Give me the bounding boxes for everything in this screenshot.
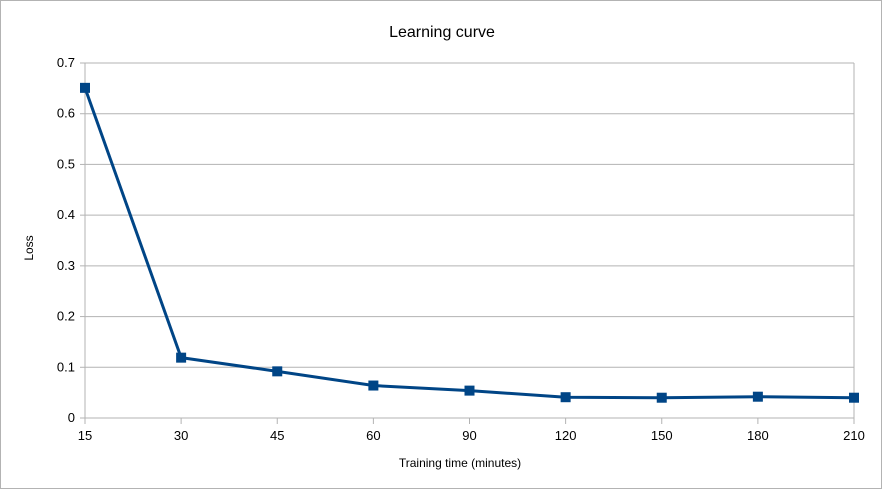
- x-tick-label: 45: [270, 428, 284, 443]
- x-tick-label: 150: [651, 428, 673, 443]
- data-point-marker: [849, 392, 859, 403]
- x-tick-label: 90: [462, 428, 476, 443]
- chart-title: Learning curve: [389, 24, 495, 41]
- x-tick-label: 210: [843, 428, 865, 443]
- x-tick-label: 30: [174, 428, 188, 443]
- data-point-marker: [176, 352, 187, 363]
- y-tick-label: 0.4: [57, 207, 75, 222]
- y-tick-label: 0.5: [57, 156, 75, 171]
- x-tick-label: 180: [747, 428, 769, 443]
- y-tick-labels: 0 0.1 0.2 0.3 0.4 0.5 0.6 0.7: [57, 55, 75, 425]
- y-tick-label: 0.6: [57, 106, 75, 121]
- series-group: [80, 82, 859, 403]
- y-tick-label: 0: [68, 410, 75, 425]
- data-point-marker: [752, 391, 763, 402]
- series-line: [83, 87, 855, 400]
- y-axis-label: Loss: [22, 235, 36, 260]
- x-axis-label: Training time (minutes): [399, 456, 521, 470]
- x-tick-label: 120: [555, 428, 577, 443]
- data-point-marker: [464, 385, 475, 396]
- gridlines: [80, 62, 855, 424]
- data-point-marker: [656, 392, 667, 403]
- data-point-marker: [272, 366, 283, 377]
- y-tick-label: 0.2: [57, 309, 75, 324]
- x-tick-labels: 15 30 45 60 90 120 150 180 210: [78, 428, 865, 443]
- data-point-marker: [560, 392, 571, 403]
- data-point-marker: [368, 380, 379, 391]
- y-tick-label: 0.3: [57, 258, 75, 273]
- y-tick-label: 0.1: [57, 359, 75, 374]
- y-tick-label: 0.7: [57, 55, 75, 70]
- x-tick-label: 60: [366, 428, 380, 443]
- data-point-marker: [80, 82, 90, 93]
- x-tick-label: 15: [78, 428, 92, 443]
